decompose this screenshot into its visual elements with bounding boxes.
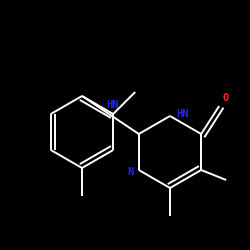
Text: HN: HN [176,109,188,119]
Text: HN: HN [106,100,119,110]
Text: O: O [222,93,228,103]
Text: N: N [128,167,134,177]
